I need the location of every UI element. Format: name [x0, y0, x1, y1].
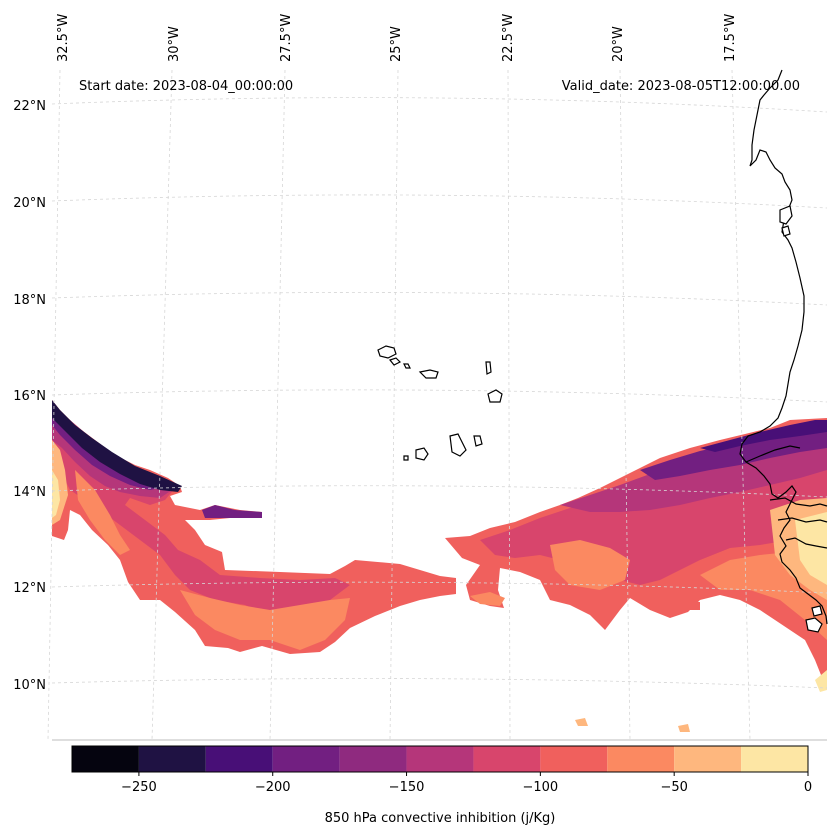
colorbar-swatch	[540, 746, 608, 772]
cin-band-east-deep	[640, 425, 827, 480]
lat-labels: 22°N 20°N 18°N 16°N 14°N 12°N 10°N	[13, 99, 46, 693]
colorbar-swatch	[72, 746, 139, 772]
lat-label-20: 20°N	[13, 196, 46, 211]
gridlines	[47, 69, 828, 741]
fogo	[415, 447, 429, 461]
colorbar-label: 850 hPa convective inhibition (j/Kg)	[325, 811, 556, 826]
gambia-outline	[769, 497, 828, 507]
sao-nicolau	[418, 369, 439, 379]
santo-antao	[377, 345, 397, 359]
colorbar-tick-label: 0	[804, 780, 812, 795]
cin-patch-3	[575, 718, 588, 726]
lon-label-27-5: 27.5°W	[279, 14, 294, 62]
colorbar-swatch	[138, 746, 206, 772]
colorbar-tick-label: −100	[523, 780, 559, 795]
lon-label-17-5: 17.5°W	[723, 14, 738, 62]
cin-west-light-1	[180, 590, 350, 650]
colorbar-swatch	[272, 746, 340, 772]
cin-east-yellow	[795, 512, 827, 585]
santiago	[449, 433, 467, 457]
valid-date-label: Valid_date: 2023-08-05T12:00:00.00	[562, 79, 800, 94]
lat-label-14: 14°N	[13, 485, 46, 500]
colorbar-tick-label: −50	[660, 780, 687, 795]
lat-label-12: 12°N	[13, 581, 46, 596]
colorbar-tick-label: −250	[121, 780, 157, 795]
boa-vista	[487, 389, 503, 403]
inland-border	[745, 445, 801, 463]
colorbar-swatch	[674, 746, 742, 772]
cin-patch-4	[678, 724, 690, 732]
lon-label-30: 30°W	[167, 26, 182, 62]
sal	[485, 361, 492, 375]
maio	[473, 435, 483, 447]
colorbar-frame	[71, 745, 809, 773]
cin-band-west-outer	[52, 400, 456, 654]
guinea-bissau-outline	[777, 517, 828, 523]
lat-label-18: 18°N	[13, 293, 46, 308]
cin-band-west-core	[52, 400, 182, 492]
cin-contours	[52, 400, 827, 732]
lon-label-32-5: 32.5°W	[56, 14, 71, 62]
coastline	[739, 69, 828, 633]
guinea-islands	[785, 537, 828, 549]
cin-band-west-mid	[52, 405, 350, 615]
lon-label-25: 25°W	[389, 26, 404, 62]
sao-vicente	[388, 357, 402, 366]
brava	[403, 455, 409, 461]
lat-label-22: 22°N	[13, 99, 46, 114]
cape-verde-islands	[377, 345, 503, 461]
colorbar-swatch	[607, 746, 675, 772]
coast-island-3	[779, 205, 793, 225]
colorbar-swatch	[473, 746, 541, 772]
colorbar-swatch	[741, 746, 808, 772]
cin-west-edge-yellow	[52, 470, 60, 518]
start-date-label: Start date: 2023-08-04_00:00:00	[79, 79, 293, 94]
colorbar: −250 −200 −150 −100 −50 0	[71, 745, 812, 795]
cin-band-east-core	[700, 420, 827, 452]
coast-island-1	[805, 617, 823, 633]
cin-patch-1	[470, 592, 505, 606]
lon-labels: 32.5°W 30°W 27.5°W 25°W 22.5°W 20°W 17.5…	[56, 14, 738, 62]
colorbar-swatch	[339, 746, 407, 772]
lat-label-16: 16°N	[13, 389, 46, 404]
colorbar-swatch	[406, 746, 474, 772]
colorbar-tick-label: −150	[389, 780, 425, 795]
cin-west-light-2	[75, 470, 130, 555]
santa-luzia	[403, 363, 411, 369]
africa-coast	[739, 69, 828, 625]
cin-patch-5	[815, 670, 827, 692]
cin-west-patch	[202, 505, 262, 518]
colorbar-swatch	[205, 746, 273, 772]
cin-patch-2	[680, 602, 700, 610]
lat-label-10: 10°N	[13, 678, 46, 693]
coast-island-4	[781, 225, 791, 237]
cin-east-light-1	[550, 540, 630, 590]
colorbar-tick-label: −200	[255, 780, 291, 795]
lon-label-22-5: 22.5°W	[501, 14, 516, 62]
lon-label-20: 20°W	[611, 26, 626, 62]
coast-island-2	[811, 605, 823, 617]
